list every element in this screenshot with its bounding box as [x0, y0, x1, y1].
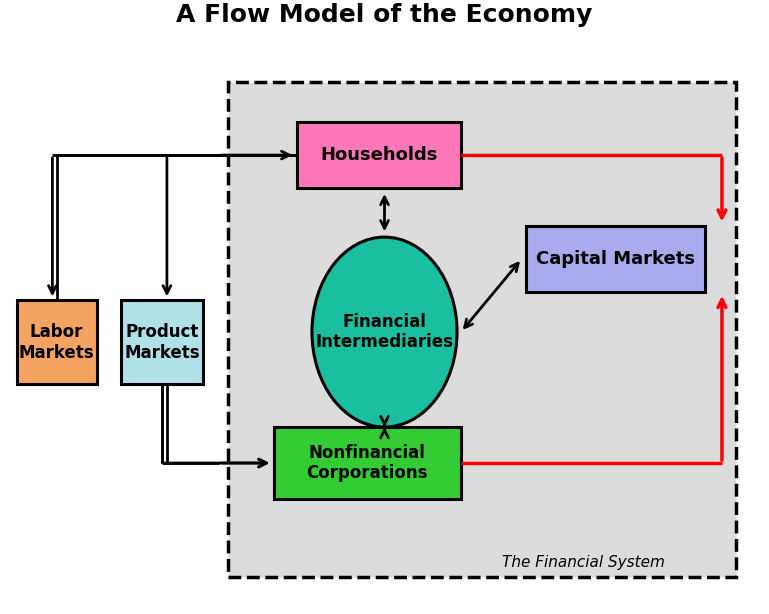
Text: Labor
Markets: Labor Markets — [18, 323, 95, 362]
Text: The Financial System: The Financial System — [501, 555, 664, 570]
Bar — [274, 427, 461, 499]
Title: A Flow Model of the Economy: A Flow Model of the Economy — [176, 3, 593, 27]
Bar — [228, 82, 736, 577]
Text: Nonfinancial
Corporations: Nonfinancial Corporations — [307, 444, 428, 483]
Text: Financial
Intermediaries: Financial Intermediaries — [315, 313, 454, 351]
Bar — [526, 225, 705, 292]
Text: Households: Households — [320, 146, 438, 164]
Text: Product
Markets: Product Markets — [124, 323, 200, 362]
Text: Capital Markets: Capital Markets — [536, 250, 695, 268]
Bar — [121, 300, 203, 384]
Bar — [16, 300, 97, 384]
Ellipse shape — [312, 237, 457, 427]
Bar — [297, 122, 461, 188]
